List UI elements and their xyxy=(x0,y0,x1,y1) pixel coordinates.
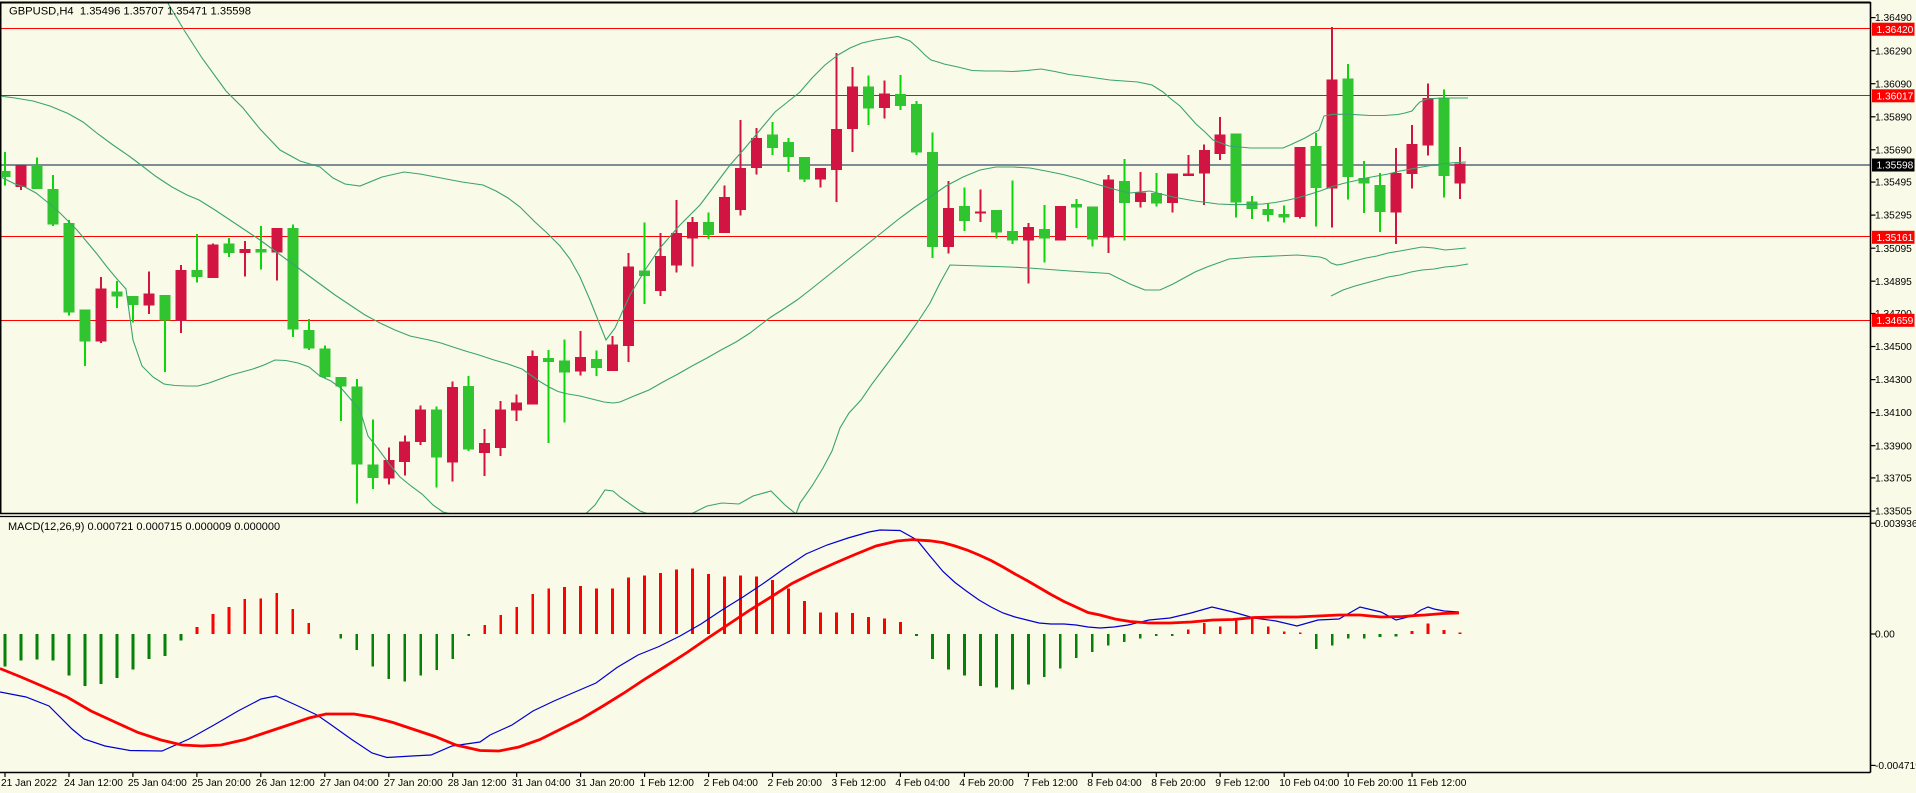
svg-text:27 Jan 04:00: 27 Jan 04:00 xyxy=(320,778,379,789)
svg-text:31 Jan 20:00: 31 Jan 20:00 xyxy=(576,778,635,789)
svg-text:1.35161: 1.35161 xyxy=(1877,233,1914,244)
svg-text:1.35295: 1.35295 xyxy=(1875,211,1912,222)
svg-text:24 Jan 12:00: 24 Jan 12:00 xyxy=(64,778,123,789)
svg-text:25 Jan 20:00: 25 Jan 20:00 xyxy=(192,778,251,789)
svg-text:1.33900: 1.33900 xyxy=(1875,441,1912,452)
svg-text:0.003936: 0.003936 xyxy=(1875,519,1916,530)
svg-text:MACD(12,26,9) 0.000721 0.00071: MACD(12,26,9) 0.000721 0.000715 0.000009… xyxy=(8,521,280,533)
svg-text:21 Jan 2022: 21 Jan 2022 xyxy=(1,778,57,789)
svg-text:3 Feb 12:00: 3 Feb 12:00 xyxy=(832,778,887,789)
svg-text:1.34500: 1.34500 xyxy=(1875,342,1912,353)
svg-text:28 Jan 12:00: 28 Jan 12:00 xyxy=(448,778,507,789)
svg-text:1.36017: 1.36017 xyxy=(1877,91,1914,102)
svg-text:10 Feb 20:00: 10 Feb 20:00 xyxy=(1343,778,1403,789)
svg-text:1.34100: 1.34100 xyxy=(1875,408,1912,419)
svg-text:1.33505: 1.33505 xyxy=(1875,507,1912,518)
svg-text:27 Jan 20:00: 27 Jan 20:00 xyxy=(384,778,443,789)
svg-text:1.36090: 1.36090 xyxy=(1875,79,1912,90)
svg-text:1.34300: 1.34300 xyxy=(1875,375,1912,386)
svg-text:1.34659: 1.34659 xyxy=(1877,316,1914,327)
svg-text:8 Feb 04:00: 8 Feb 04:00 xyxy=(1087,778,1142,789)
svg-text:8 Feb 20:00: 8 Feb 20:00 xyxy=(1151,778,1206,789)
svg-text:1.35095: 1.35095 xyxy=(1875,244,1912,255)
svg-text:-0.004719: -0.004719 xyxy=(1875,761,1916,772)
svg-text:26 Jan 12:00: 26 Jan 12:00 xyxy=(256,778,315,789)
svg-text:2 Feb 20:00: 2 Feb 20:00 xyxy=(768,778,823,789)
svg-text:1.35690: 1.35690 xyxy=(1875,145,1912,156)
svg-text:1.35890: 1.35890 xyxy=(1875,112,1912,123)
svg-text:1.36490: 1.36490 xyxy=(1875,13,1912,24)
svg-text:2 Feb 04:00: 2 Feb 04:00 xyxy=(704,778,759,789)
svg-text:4 Feb 20:00: 4 Feb 20:00 xyxy=(959,778,1014,789)
svg-text:1.36420: 1.36420 xyxy=(1877,25,1914,36)
svg-text:10 Feb 04:00: 10 Feb 04:00 xyxy=(1279,778,1339,789)
svg-text:7 Feb 12:00: 7 Feb 12:00 xyxy=(1023,778,1078,789)
svg-text:9 Feb 12:00: 9 Feb 12:00 xyxy=(1215,778,1270,789)
svg-text:1.36290: 1.36290 xyxy=(1875,46,1912,57)
svg-text:GBPUSD,H4 1.35496 1.35707 1.3: GBPUSD,H4 1.35496 1.35707 1.35471 1.3559… xyxy=(9,6,251,18)
svg-text:1.33705: 1.33705 xyxy=(1875,474,1912,485)
svg-text:1.35598: 1.35598 xyxy=(1877,161,1914,172)
svg-text:0.00: 0.00 xyxy=(1875,630,1895,641)
svg-text:1.34895: 1.34895 xyxy=(1875,277,1912,288)
svg-text:11 Feb 12:00: 11 Feb 12:00 xyxy=(1407,778,1467,789)
svg-text:1 Feb 12:00: 1 Feb 12:00 xyxy=(640,778,695,789)
svg-text:31 Jan 04:00: 31 Jan 04:00 xyxy=(512,778,571,789)
svg-text:1.35495: 1.35495 xyxy=(1875,178,1912,189)
svg-text:4 Feb 04:00: 4 Feb 04:00 xyxy=(895,778,950,789)
svg-text:25 Jan 04:00: 25 Jan 04:00 xyxy=(128,778,187,789)
